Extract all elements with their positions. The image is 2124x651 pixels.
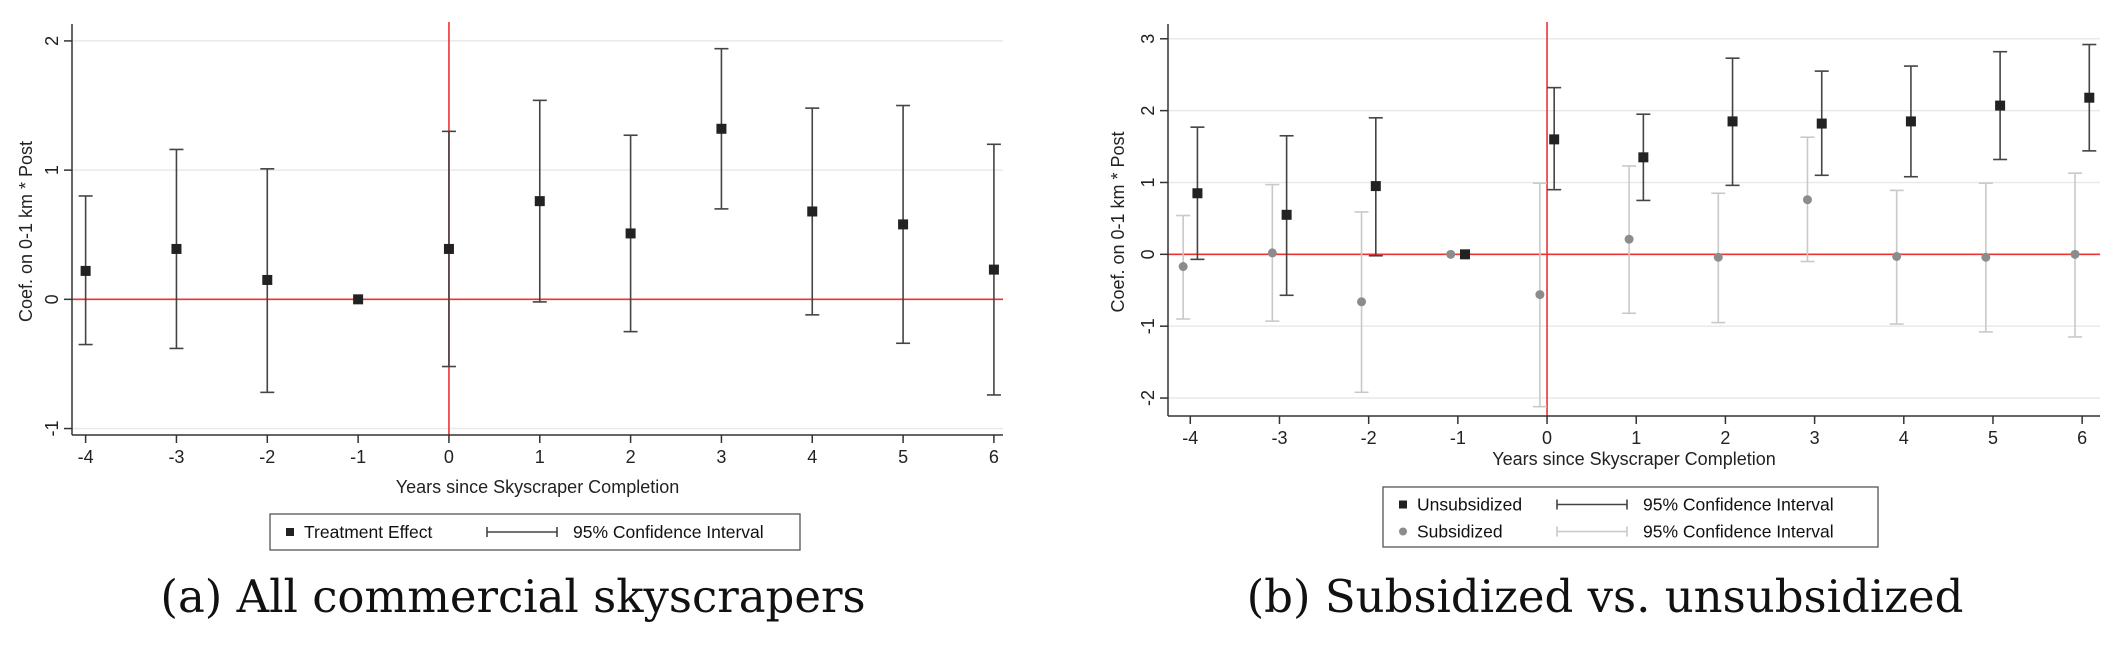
y-axis-title: Coef. on 0-1 km * Post: [16, 141, 36, 322]
subsidized-point: [1802, 195, 1812, 205]
subsidized-point: [1357, 297, 1367, 307]
treatment-effect-point: [988, 264, 999, 275]
legend-label: 95% Confidence Interval: [1643, 522, 1834, 542]
unsubsidized-point: [1905, 116, 1916, 127]
x-tick-label: 3: [1810, 428, 1820, 448]
unsubsidized-point: [1816, 118, 1827, 129]
legend: Unsubsidized 95% Confidence Interval Subsi…: [1382, 486, 1879, 548]
treatment-effect-point: [625, 228, 636, 239]
treatment-effect-point: [262, 274, 273, 285]
unsubsidized-point: [1281, 209, 1292, 220]
x-tick-label: 6: [989, 447, 999, 467]
legend: Treatment Effect 95% Confidence Interval: [269, 513, 801, 551]
treatment-effect-point: [534, 196, 545, 207]
x-tick-label: 2: [1720, 428, 1730, 448]
x-tick-label: 3: [716, 447, 726, 467]
x-tick-label: -1: [1450, 428, 1466, 448]
unsubsidized-point: [1192, 188, 1203, 199]
subsidized-point: [2070, 249, 2080, 259]
legend-label: Subsidized: [1417, 522, 1503, 542]
x-tick-label: -2: [259, 447, 275, 467]
subsidized-point: [1535, 290, 1545, 300]
unsubsidized-point: [1727, 116, 1738, 127]
x-tick-label: -1: [350, 447, 366, 467]
y-tick-label: 3: [1138, 34, 1158, 44]
y-tick-label: 0: [42, 294, 62, 304]
x-tick-label: 4: [1899, 428, 1909, 448]
y-tick-label: 1: [1138, 177, 1158, 187]
x-tick-label: -2: [1361, 428, 1377, 448]
x-tick-label: -3: [1271, 428, 1287, 448]
subsidized-point: [1624, 234, 1634, 244]
subsidized-point: [1178, 262, 1188, 272]
panel-a-chart: -1 0 1 2 -4 -3 -2 -1 0 1 2 3 4 5 6 Years since Skyscrap…: [16, 22, 1003, 551]
y-tick-label: 2: [1138, 106, 1158, 116]
subsidized-point: [1981, 252, 1991, 262]
treatment-effect-point: [443, 243, 454, 254]
x-tick-label: 4: [807, 447, 817, 467]
x-tick-label: -4: [1182, 428, 1198, 448]
legend-label: 95% Confidence Interval: [1643, 495, 1834, 515]
unsubsidized-point: [1549, 134, 1560, 145]
panel-b-chart: -2 -1 0 1 2 3 -4 -3 -2 -1 0 1 2 3 4 5 6 Years since Skysc…: [1108, 22, 2100, 548]
legend-label: 95% Confidence Interval: [573, 522, 764, 542]
x-tick-label: -3: [168, 447, 184, 467]
x-tick-label: 1: [1631, 428, 1641, 448]
y-axis-title: Coef. on 0-1 km * Post: [1108, 131, 1128, 312]
treatment-effect-point: [171, 243, 182, 254]
y-tick-label: -1: [1138, 318, 1158, 334]
x-tick-label: 0: [1542, 428, 1552, 448]
unsubsidized-point: [1638, 152, 1649, 163]
treatment-effect-point: [898, 219, 909, 230]
panel-a-caption: (a) All commercial skyscrapers: [160, 570, 865, 623]
y-tick-label: 2: [42, 36, 62, 46]
x-tick-label: 0: [444, 447, 454, 467]
subsidized-point: [1892, 251, 1902, 261]
unsubsidized-point: [2084, 92, 2095, 103]
treatment-effect-point: [353, 294, 364, 305]
legend-label: Unsubsidized: [1417, 495, 1522, 515]
x-tick-label: 6: [2077, 428, 2087, 448]
treatment-effect-point: [807, 206, 818, 217]
panel-b-caption: (b) Subsidized vs. unsubsidized: [1247, 570, 1964, 623]
x-tick-label: 5: [1988, 428, 1998, 448]
legend-marker: [286, 528, 294, 536]
subsidized-point: [1267, 248, 1277, 258]
x-axis-title: Years since Skyscraper Completion: [396, 477, 679, 497]
y-tick-label: 1: [42, 165, 62, 175]
y-tick-label: -1: [42, 421, 62, 437]
subsidized-point: [1446, 249, 1456, 259]
x-tick-label: 5: [898, 447, 908, 467]
treatment-effect-point: [716, 123, 727, 134]
y-tick-label: -2: [1138, 390, 1158, 406]
legend-box: [1382, 486, 1879, 548]
unsubsidized-point: [1459, 249, 1470, 260]
x-tick-label: 2: [626, 447, 636, 467]
x-tick-label: 1: [535, 447, 545, 467]
x-tick-label: -4: [78, 447, 94, 467]
legend-label: Treatment Effect: [304, 522, 433, 542]
y-tick-label: 0: [1138, 249, 1158, 259]
legend-marker: [1399, 500, 1407, 509]
unsubsidized-point: [1370, 181, 1381, 192]
legend-marker: [1399, 527, 1407, 536]
treatment-effect-point: [80, 265, 91, 276]
x-axis-title: Years since Skyscraper Completion: [1492, 449, 1775, 469]
unsubsidized-point: [1995, 100, 2006, 111]
subsidized-point: [1713, 252, 1723, 262]
